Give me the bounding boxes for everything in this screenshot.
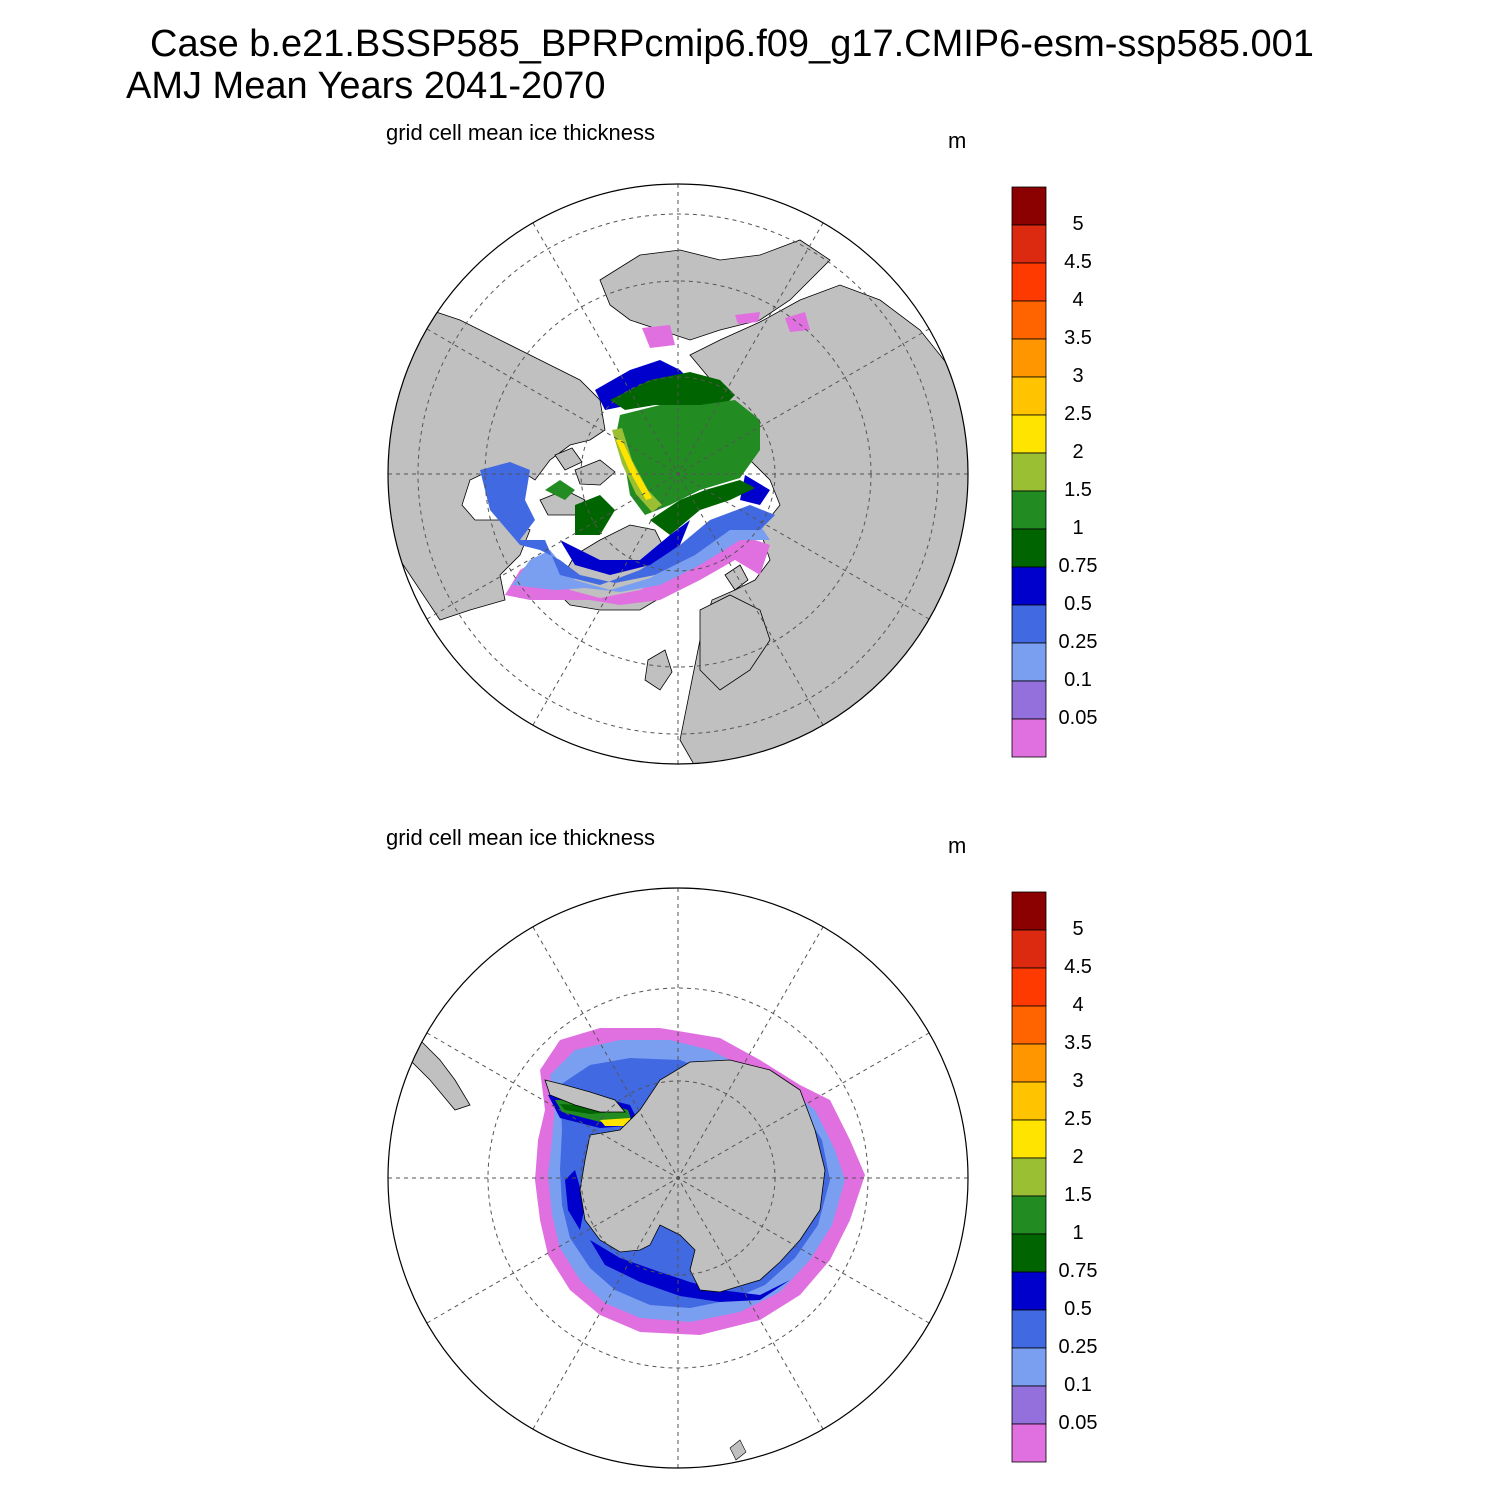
- colorbar-swatch-south: [1011, 1119, 1047, 1159]
- colorbar-tick-label-north: 0.1: [1064, 669, 1092, 691]
- antarctic-peninsula: [544, 1079, 626, 1113]
- panel-title-south: grid cell mean ice thickness: [386, 825, 656, 850]
- colorbar-tick-label-north: 0.75: [1058, 555, 1098, 577]
- colorbar-swatch-south: [1011, 891, 1047, 931]
- colorbar-swatch-north: [1011, 224, 1047, 264]
- colorbar-swatch-north: [1011, 262, 1047, 302]
- colorbar-tick-label-north: 1.5: [1064, 479, 1092, 501]
- units-label-north: m: [948, 128, 967, 153]
- colorbar-tick-label-north: 2.5: [1064, 403, 1092, 425]
- british-isles: [644, 649, 673, 691]
- colorbar-tick-label-south: 0.1: [1064, 1374, 1092, 1396]
- colorbar-swatch-north: [1011, 566, 1047, 606]
- colorbar-tick-label-north: 1: [1072, 517, 1084, 539]
- south-island-1: [729, 1439, 747, 1461]
- colorbar-swatch-south: [1011, 1309, 1047, 1349]
- colorbar-swatch-north: [1011, 718, 1047, 758]
- colorbar-tick-label-north: 2: [1072, 441, 1084, 463]
- colorbar-tick-label-south: 0.5: [1064, 1298, 1092, 1320]
- south-polar-map: [388, 888, 968, 1468]
- colorbar-tick-label-north: 4.5: [1064, 251, 1092, 273]
- colorbar-north: [1011, 186, 1047, 758]
- ice-lightblue-band: [512, 525, 770, 592]
- archipelago-island-2: [574, 459, 616, 486]
- svalbard-island: [724, 564, 749, 591]
- colorbar-tick-label-north: 3.5: [1064, 327, 1092, 349]
- colorbar-tick-label-north: 0.05: [1058, 707, 1098, 729]
- colorbar-swatch-south: [1011, 1233, 1047, 1273]
- colorbar-swatch-north: [1011, 452, 1047, 492]
- weddell-yellow: [600, 1118, 632, 1126]
- colorbar-swatch-north: [1011, 186, 1047, 226]
- colorbar-swatch-north: [1011, 680, 1047, 720]
- colorbar-swatch-north: [1011, 376, 1047, 416]
- figure-title-period: AMJ Mean Years 2041-2070: [126, 65, 606, 107]
- colorbar-swatch-north: [1011, 300, 1047, 340]
- antarctica-landmass: [579, 1059, 826, 1293]
- colorbar-tick-label-south: 2.5: [1064, 1108, 1092, 1130]
- south-map-border: [387, 887, 969, 1469]
- ice-yellow-ridge: [616, 440, 652, 500]
- colorbar-swatch-north: [1011, 642, 1047, 682]
- colorbar-swatch-south: [1011, 1195, 1047, 1235]
- colorbar-swatch-north: [1011, 528, 1047, 568]
- ice-pink-north: [642, 312, 810, 348]
- north-polar-map: [388, 184, 968, 764]
- ice-blue-band: [560, 360, 770, 575]
- colorbar-tick-label-south: 4: [1072, 994, 1084, 1016]
- colorbar-swatch-south: [1011, 1081, 1047, 1121]
- colorbar-tick-label-south: 4.5: [1064, 956, 1092, 978]
- colorbar-tick-label-south: 1: [1072, 1222, 1084, 1244]
- colorbar-swatch-north: [1011, 604, 1047, 644]
- colorbar-tick-label-south: 5: [1072, 918, 1084, 940]
- colorbar-swatch-south: [1011, 1347, 1047, 1387]
- alaska-chukotka: [599, 239, 831, 341]
- colorbar-tick-label-south: 1.5: [1064, 1184, 1092, 1206]
- colorbar-swatch-south: [1011, 929, 1047, 969]
- north-grid-lines: [388, 184, 968, 764]
- colorbar-tick-label-north: 5: [1072, 213, 1084, 235]
- colorbar-swatch-south: [1011, 1423, 1047, 1463]
- colorbar-swatch-south: [1011, 1157, 1047, 1197]
- colorbar-tick-label-north: 4: [1072, 289, 1084, 311]
- panel-title-north: grid cell mean ice thickness: [386, 120, 656, 145]
- units-label-south: m: [948, 833, 967, 858]
- colorbar-swatch-north: [1011, 414, 1047, 454]
- colorbar-swatch-south: [1011, 967, 1047, 1007]
- south-grid-lines: [388, 888, 968, 1468]
- north-map-border: [387, 183, 969, 765]
- colorbar-swatch-north: [1011, 490, 1047, 530]
- colorbar-swatch-south: [1011, 1043, 1047, 1083]
- colorbar-swatch-south: [1011, 1385, 1047, 1425]
- colorbar-swatch-south: [1011, 1005, 1047, 1045]
- archipelago-island-3: [554, 447, 583, 471]
- figure-title-case: Case b.e21.BSSP585_BPRPcmip6.f09_g17.CMI…: [150, 23, 1314, 65]
- colorbar-tick-label-south: 3.5: [1064, 1032, 1092, 1054]
- colorbar-tick-label-north: 3: [1072, 365, 1084, 387]
- colorbar-tick-label-south: 0.25: [1058, 1336, 1098, 1358]
- ice-green-core: [545, 400, 760, 515]
- colorbar-tick-label-south: 2: [1072, 1146, 1084, 1168]
- colorbar-tick-label-south: 0.05: [1058, 1412, 1098, 1434]
- ice-darkgreen-band: [575, 372, 755, 535]
- ice-blue-band-south: [565, 1170, 790, 1302]
- colorbar-tick-label-north: 0.5: [1064, 593, 1092, 615]
- colorbar-tick-label-south: 0.75: [1058, 1260, 1098, 1282]
- scandinavia-landmass: [699, 594, 771, 691]
- colorbar-swatch-south: [1011, 1271, 1047, 1311]
- colorbar-tick-label-south: 3: [1072, 1070, 1084, 1092]
- colorbar-tick-label-north: 0.25: [1058, 631, 1098, 653]
- colorbar-swatch-north: [1011, 338, 1047, 378]
- colorbar-south: [1011, 891, 1047, 1463]
